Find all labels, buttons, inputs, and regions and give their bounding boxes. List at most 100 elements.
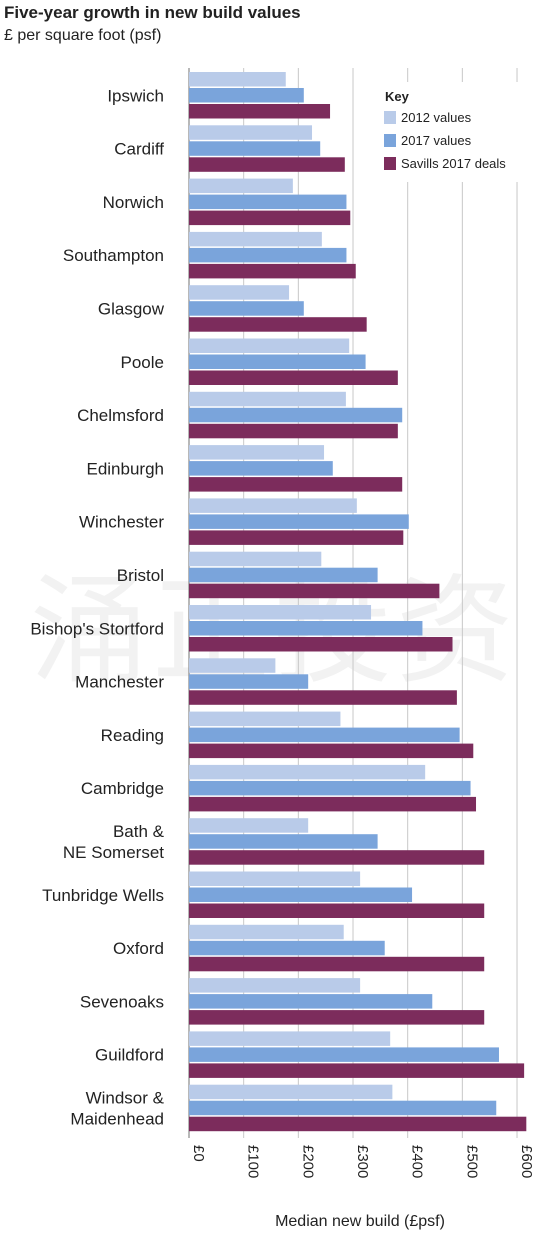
category-label: Glasgow	[98, 299, 165, 318]
bar	[189, 727, 460, 743]
category-label: Chelmsford	[77, 406, 164, 425]
bar	[189, 780, 471, 796]
bar	[189, 637, 453, 652]
legend: Key 2012 values 2017 values Savills 2017 de…	[374, 82, 524, 182]
x-tick-label: £200	[299, 1145, 316, 1178]
category-label: Bishop's Stortford	[30, 619, 164, 638]
bar	[189, 1100, 497, 1116]
category-label: Sevenoaks	[80, 992, 164, 1011]
bar	[189, 850, 485, 865]
bar	[189, 498, 357, 513]
bar	[189, 461, 333, 476]
bar	[189, 194, 347, 210]
bar	[189, 477, 403, 492]
bar	[189, 1116, 527, 1132]
legend-title: Key	[385, 89, 410, 104]
category-label: Ipswich	[107, 86, 164, 105]
bar	[189, 301, 304, 316]
bar	[189, 88, 304, 103]
bar	[189, 658, 276, 673]
bar	[189, 956, 485, 972]
bar	[189, 924, 344, 940]
bar	[189, 423, 398, 439]
bar	[189, 141, 321, 156]
bar	[189, 514, 409, 529]
category-label: Bristol	[117, 566, 164, 585]
gridlines	[188, 68, 518, 1138]
bar	[189, 605, 372, 620]
bar	[189, 764, 426, 780]
legend-label: 2012 values	[401, 110, 472, 125]
x-tick-labels: £0 £100 £200 £300 £400 £500 £600	[190, 1145, 535, 1178]
category-labels: Ipswich Cardiff Norwich Southampton Glasgow P…	[30, 86, 164, 1128]
bar	[189, 231, 322, 247]
x-tick-label: £400	[409, 1145, 426, 1178]
x-tick-label: £0	[190, 1145, 207, 1162]
bar	[189, 210, 351, 226]
category-label: Edinburgh	[86, 459, 164, 478]
category-label: Tunbridge Wells	[42, 886, 164, 905]
bar	[189, 567, 378, 583]
bar	[189, 104, 331, 119]
bar	[189, 370, 398, 385]
bar	[189, 887, 413, 902]
bar	[189, 621, 423, 636]
x-tick-label: £600	[518, 1145, 535, 1178]
bar	[189, 125, 313, 140]
bar	[189, 690, 457, 705]
bar	[189, 551, 322, 567]
bar	[189, 940, 385, 956]
bar	[189, 285, 290, 300]
category-label: Reading	[101, 726, 164, 745]
bar	[189, 796, 477, 812]
category-label: Cardiff	[114, 140, 164, 159]
bar	[189, 1084, 393, 1100]
legend-label: Savills 2017 deals	[401, 156, 506, 171]
bar	[189, 338, 350, 353]
bar	[189, 903, 485, 918]
category-label: Windsor & Maidenhead	[70, 1088, 164, 1128]
bar	[189, 583, 440, 599]
bar	[189, 1063, 525, 1078]
bar	[189, 445, 325, 460]
bar	[189, 743, 474, 759]
bar	[189, 317, 367, 332]
legend-box	[374, 82, 524, 182]
x-tick-label: £500	[463, 1145, 480, 1178]
category-label: Norwich	[103, 193, 164, 212]
category-label: Guildford	[95, 1046, 164, 1065]
bar	[189, 978, 361, 993]
bar	[189, 247, 347, 263]
bar	[189, 72, 286, 87]
chart-subtitle: £ per square foot (psf)	[4, 27, 162, 44]
bar	[189, 157, 345, 172]
x-tick-label: £300	[354, 1145, 371, 1178]
bar	[189, 263, 356, 279]
category-label: Bath & NE Somerset	[63, 822, 165, 862]
bar	[189, 530, 404, 545]
bar	[189, 1047, 499, 1062]
bar	[189, 354, 366, 369]
legend-swatch	[384, 157, 396, 170]
bar	[189, 674, 309, 689]
bar	[189, 1010, 485, 1025]
bar	[189, 1031, 391, 1046]
bar	[189, 178, 293, 194]
legend-label: 2017 values	[401, 133, 472, 148]
bar	[189, 871, 361, 886]
bar	[189, 391, 346, 407]
category-label: Oxford	[113, 939, 164, 958]
category-label: Manchester	[75, 673, 164, 692]
category-label: Winchester	[79, 513, 164, 532]
x-tick-label: £100	[245, 1145, 262, 1178]
category-label: Southampton	[63, 246, 164, 265]
category-label: Cambridge	[81, 779, 164, 798]
legend-swatch	[384, 134, 396, 147]
x-axis-title: Median new build (£psf)	[275, 1213, 445, 1230]
bar	[189, 711, 341, 727]
bar	[189, 818, 309, 833]
bar	[189, 407, 403, 423]
bar	[189, 994, 433, 1009]
bar	[189, 834, 378, 849]
